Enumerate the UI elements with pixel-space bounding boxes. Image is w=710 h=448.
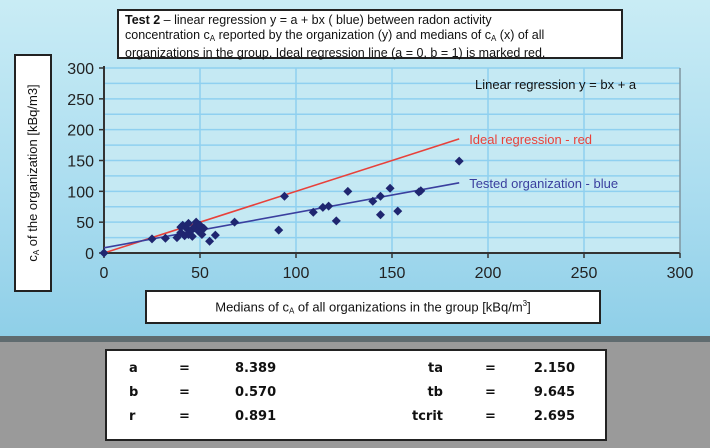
y-tick-label: 200 — [67, 123, 94, 140]
data-point — [160, 233, 170, 243]
chart-title: Test 2 – linear regression y = a + bx ( … — [117, 9, 623, 60]
results-table: a = 8.389 ta = 2.150 b = 0.570 tb = 9.645 r = 0.891 tcr… — [105, 349, 607, 441]
y-tick-label: 50 — [76, 215, 94, 232]
title-line2a: concentration c — [125, 28, 210, 42]
data-point — [308, 207, 318, 217]
data-point — [343, 186, 353, 196]
result-value: 2.695 — [533, 409, 575, 424]
result-label: tcrit — [411, 409, 443, 424]
regression-annotation: Linear regression y = bx + a — [475, 77, 637, 92]
result-value: 2.150 — [533, 361, 575, 376]
x-tick-label: 0 — [100, 265, 109, 282]
title-line2c: (x) of all — [496, 28, 545, 42]
result-equals: = — [179, 385, 190, 400]
x-tick-label: 200 — [475, 265, 502, 282]
result-label: a — [129, 361, 138, 376]
data-point — [375, 191, 385, 201]
data-point — [324, 201, 334, 211]
result-label: r — [129, 409, 136, 424]
data-point — [368, 196, 378, 206]
scatter-chart: 0 50 100 150 200 250 300 0 50 100 150 200 250 300 Idea… — [67, 61, 694, 282]
result-value: 9.645 — [533, 385, 575, 400]
data-point — [416, 186, 426, 196]
y-tick-label: 250 — [67, 92, 94, 109]
result-equals: = — [179, 409, 190, 424]
y-tick-label: 150 — [67, 154, 94, 171]
legend-label: Tested organization - blue — [469, 176, 618, 191]
x-tick-label: 50 — [191, 265, 209, 282]
x-tick-label: 150 — [379, 265, 406, 282]
title-sub: A — [209, 34, 216, 43]
data-point — [183, 218, 193, 228]
result-equals: = — [485, 361, 496, 376]
x-tick-label: 300 — [667, 265, 694, 282]
result-label: b — [129, 385, 139, 400]
data-point — [279, 191, 289, 201]
result-label: tb — [427, 385, 443, 400]
data-point — [393, 206, 403, 216]
result-equals: = — [485, 409, 496, 424]
result-label: ta — [428, 361, 443, 376]
result-equals: = — [485, 385, 496, 400]
y-axis-label-box: cA of the organization [kBq/m3] — [14, 54, 52, 292]
data-point — [375, 210, 385, 220]
title-line3: organizations in the group. Ideal regres… — [125, 46, 546, 60]
data-point — [385, 183, 395, 193]
x-axis-label-box: Medians of cA of all organizations in th… — [145, 290, 601, 324]
result-value: 8.389 — [235, 361, 277, 376]
result-equals: = — [179, 361, 190, 376]
data-point — [331, 216, 341, 226]
x-tick-label: 250 — [571, 265, 598, 282]
data-point — [147, 234, 157, 244]
x-axis-label: Medians of cA of all organizations in th… — [215, 298, 531, 316]
data-point — [318, 202, 328, 212]
data-point — [454, 156, 464, 166]
data-point — [176, 222, 186, 232]
title-line1: – linear regression y = a + bx ( blue) b… — [160, 13, 492, 27]
data-point — [210, 230, 220, 240]
result-value: 0.891 — [235, 409, 277, 424]
title-sub2: A — [490, 34, 497, 43]
legend-label: Ideal regression - red — [469, 132, 592, 147]
y-tick-label: 300 — [67, 61, 94, 78]
result-value: 0.570 — [235, 385, 277, 400]
divider — [0, 336, 710, 342]
x-tick-label: 100 — [283, 265, 310, 282]
data-point — [199, 223, 209, 233]
title-line2b: reported by the organization (y) and med… — [215, 28, 491, 42]
data-point — [230, 217, 240, 227]
data-point — [183, 230, 193, 239]
title-bold: Test 2 — [125, 13, 161, 27]
data-point — [274, 225, 284, 235]
y-tick-label: 100 — [67, 184, 94, 201]
y-axis-label: cA of the organization [kBq/m3] — [25, 84, 41, 262]
data-point — [205, 236, 215, 246]
data-point — [99, 248, 109, 258]
y-tick-label: 0 — [85, 246, 94, 263]
